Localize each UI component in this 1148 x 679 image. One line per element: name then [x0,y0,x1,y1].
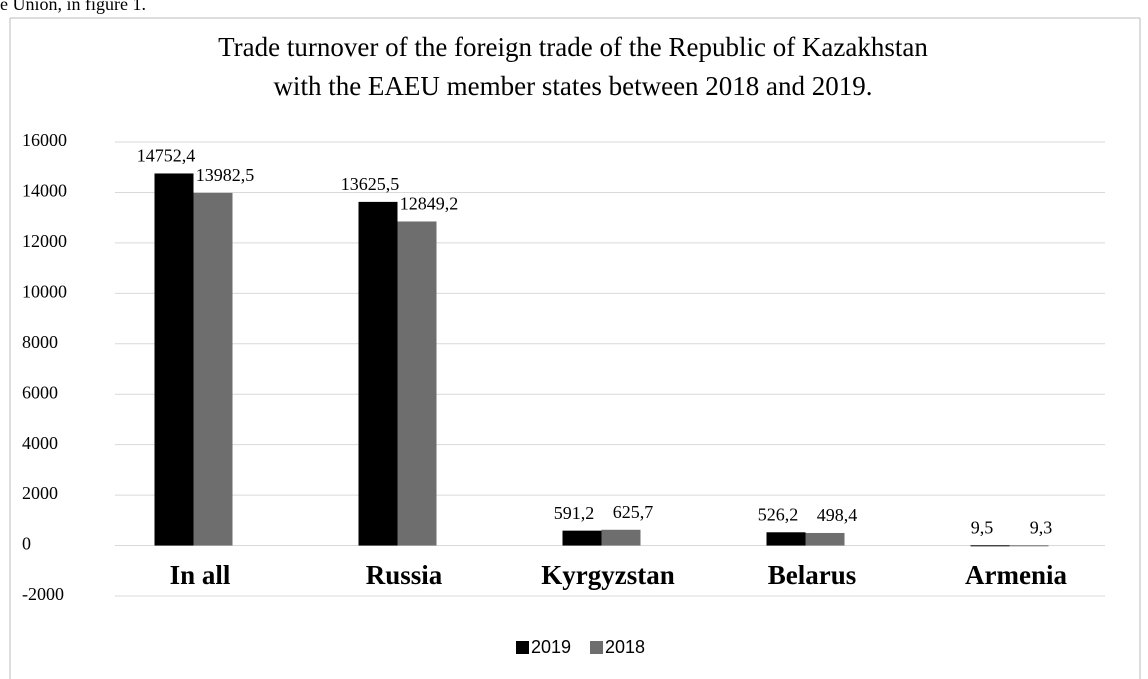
x-tick-label: Armenia [965,560,1067,590]
x-tick-label: Russia [366,560,443,590]
bar [970,545,1010,547]
legend-label: 2018 [605,637,645,657]
x-tick-label: Belarus [768,560,857,590]
bar [601,529,641,546]
page-text: e Union, in figure 1. [0,0,146,14]
bar [766,532,806,546]
y-tick-label: 10000 [22,281,67,301]
value-label: 526,2 [758,504,799,524]
y-tick-label: 4000 [22,433,58,453]
y-tick-label: 8000 [22,332,58,352]
y-tick-label: 14000 [22,181,67,201]
legend-label: 2019 [531,637,571,657]
bar [397,221,437,546]
legend-swatch [516,641,529,654]
bar [562,530,602,546]
y-tick-label: 0 [22,534,31,554]
bar [805,532,845,546]
bar [358,201,398,546]
bar [154,173,194,546]
value-label: 9,5 [971,517,994,537]
value-label: 625,7 [613,502,654,522]
y-tick-label: 16000 [22,130,67,150]
x-tick-label: In all [170,560,231,590]
legend-swatch [590,641,603,654]
bar [193,192,233,546]
value-label: 12849,2 [400,194,459,214]
y-tick-label: 2000 [22,483,58,503]
bar [1009,545,1049,547]
y-tick-label: -2000 [22,584,64,604]
value-label: 9,3 [1030,517,1053,537]
y-tick-label: 6000 [22,382,58,402]
value-label: 13625,5 [341,174,400,194]
chart-title: with the EAEU member states between 2018… [273,71,872,101]
y-tick-label: 12000 [22,231,67,251]
chart-title: Trade turnover of the foreign trade of t… [218,32,928,62]
value-label: 14752,4 [137,146,196,166]
value-label: 498,4 [817,505,858,525]
value-label: 13982,5 [196,165,255,185]
value-label: 591,2 [554,503,595,523]
x-tick-label: Kyrgyzstan [541,560,674,590]
